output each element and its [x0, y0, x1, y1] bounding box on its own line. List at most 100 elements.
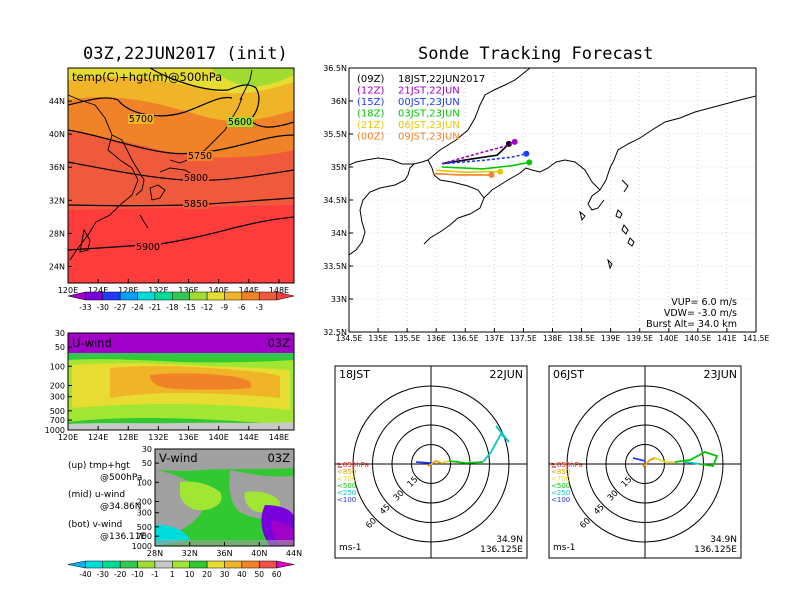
track-lon-label: 139.5E [626, 334, 653, 343]
uwind-label: U-wind [72, 336, 112, 350]
launch-parameter: VUP= 6.0 m/s [671, 297, 737, 308]
colorbar-swatch [206, 291, 225, 301]
colorbar-swatch [241, 291, 260, 301]
uwind-frame [67, 332, 295, 431]
track-lon-label: 141.5E [743, 334, 770, 343]
map500-field-label: temp(C)+hgt(m)@500hPa [72, 70, 222, 84]
hodograph-level-label: <250 [551, 489, 570, 497]
note-line: @136.11E [100, 532, 146, 542]
wind-colorbar-swatch [67, 560, 86, 569]
uwind-time: 03Z [267, 336, 290, 350]
track-lon-label: 140.5E [685, 334, 712, 343]
track-lat-label: 36N [331, 97, 347, 106]
track-lon-label: 136E [427, 334, 446, 343]
colorbar-tick-label: -12 [201, 303, 213, 312]
wind-colorbar-swatch [189, 560, 208, 569]
track-lon-label: 135E [368, 334, 387, 343]
hodograph-level-label: ≧850hPa [337, 461, 369, 469]
colorbar-swatch [172, 291, 190, 301]
pressure-tick-label: 100 [137, 478, 152, 487]
wind-colorbar-tick-label: 1 [170, 570, 175, 579]
pressure-tick-label: 700 [50, 416, 65, 425]
map500-lat-label: 40N [49, 130, 65, 139]
uwind-lon-label: 120E [58, 433, 78, 442]
colorbar-tick-label: -18 [166, 303, 178, 312]
colorbar-tick-label: -27 [114, 303, 126, 312]
colorbar-tick-label: -21 [149, 303, 161, 312]
colorbar-swatch [102, 291, 121, 301]
legend-time: 21JST,22JUN [398, 86, 460, 97]
coastline-map [68, 69, 253, 261]
colorbar-swatch [258, 291, 277, 301]
pressure-tick-label: 50 [142, 459, 152, 468]
vwind-lat-label: 36N [216, 549, 232, 558]
pressure-tick-label: 300 [50, 393, 65, 402]
map500-lat-label: 28N [49, 229, 65, 238]
hodograph-lon: 136.125E [694, 545, 737, 555]
vwind-lat-label: 32N [182, 549, 198, 558]
map500-lon-label: 148E [269, 286, 289, 295]
hodograph-level-label: <100 [551, 496, 570, 504]
hodograph-date: 23JUN [703, 368, 737, 381]
sonde-landing-point [526, 159, 533, 166]
track-lon-label: 141E [717, 334, 736, 343]
wind-colorbar-tick-label: 40 [237, 570, 247, 579]
track-lon-label: 137E [485, 334, 504, 343]
hodograph-segment [674, 451, 719, 467]
sonde-track-line [441, 161, 530, 170]
track-lat-label: 35.5N [323, 130, 347, 139]
vwind-label: V-wind [159, 451, 198, 465]
legend-init: (09Z) [357, 74, 384, 85]
pressure-tick-label: 500 [137, 523, 152, 532]
track-axis: 36.5N 36N 35.5N 35N 34.5N 34N 33.5N 33N 32.5N134… [323, 64, 769, 343]
map500-lat-label: 44N [49, 97, 65, 106]
wind-colorbar-swatch [137, 560, 156, 569]
note-line: @500hPa [100, 473, 142, 483]
sonde-landing-point [511, 138, 518, 145]
colorbar-swatch [189, 291, 208, 301]
hodograph-trace [632, 451, 719, 468]
hodograph-lat: 34.9N [496, 535, 523, 545]
contour-label-bg [183, 173, 209, 183]
hodograph-level-label: <250 [337, 489, 356, 497]
track-lon-label: 138.5E [568, 334, 595, 343]
wind-colorbar: -40 -30 -20 -10 -1 1 10 20 30 40 50 60 [67, 560, 295, 579]
wind-colorbar-swatch [258, 560, 277, 569]
hodograph-level-label: <700 [551, 475, 570, 483]
map500-frame [67, 67, 295, 284]
contour-label-bg [227, 117, 253, 127]
map500-lat-label: 32N [49, 196, 65, 205]
legend-init: (12Z) [357, 86, 384, 97]
hodograph-time: 18JST [339, 368, 370, 381]
sonde-landing-point [497, 168, 504, 175]
legend-time: 18JST,22JUN2017 [398, 74, 485, 85]
track-legend: (09Z) 18JST,22JUN2017 (12Z) 21JST,22JUN (15Z… [357, 74, 485, 143]
sonde-track-line [441, 153, 527, 165]
hodograph-level-label: <700 [337, 475, 356, 483]
track-lat-label: 34N [331, 229, 347, 238]
legend-time: 03JST,23JUN [398, 109, 460, 120]
track-lon-label: 140E [659, 334, 678, 343]
wind-colorbar-tick-label: -20 [114, 570, 126, 579]
colorbar-swatch [85, 291, 104, 301]
pressure-tick-label: 1000 [45, 426, 65, 435]
track-lat-label: 34.5N [323, 196, 347, 205]
track-lat-label: 35N [331, 163, 347, 172]
sonde-landing-point [523, 150, 530, 157]
uwind-field [68, 333, 294, 430]
sonde-track-line [433, 172, 492, 176]
wind-colorbar-swatch [119, 560, 138, 569]
colorbar-tick-label: -3 [255, 303, 263, 312]
colorbar-swatch [119, 291, 138, 301]
colorbar-tick-label: -15 [184, 303, 196, 312]
pressure-tick-label: 500 [50, 407, 65, 416]
contour-label-bg [187, 151, 213, 161]
map500-lon-label: 124E [88, 286, 108, 295]
contour-label-bg [183, 199, 209, 209]
sonde-landing-point [488, 171, 495, 178]
